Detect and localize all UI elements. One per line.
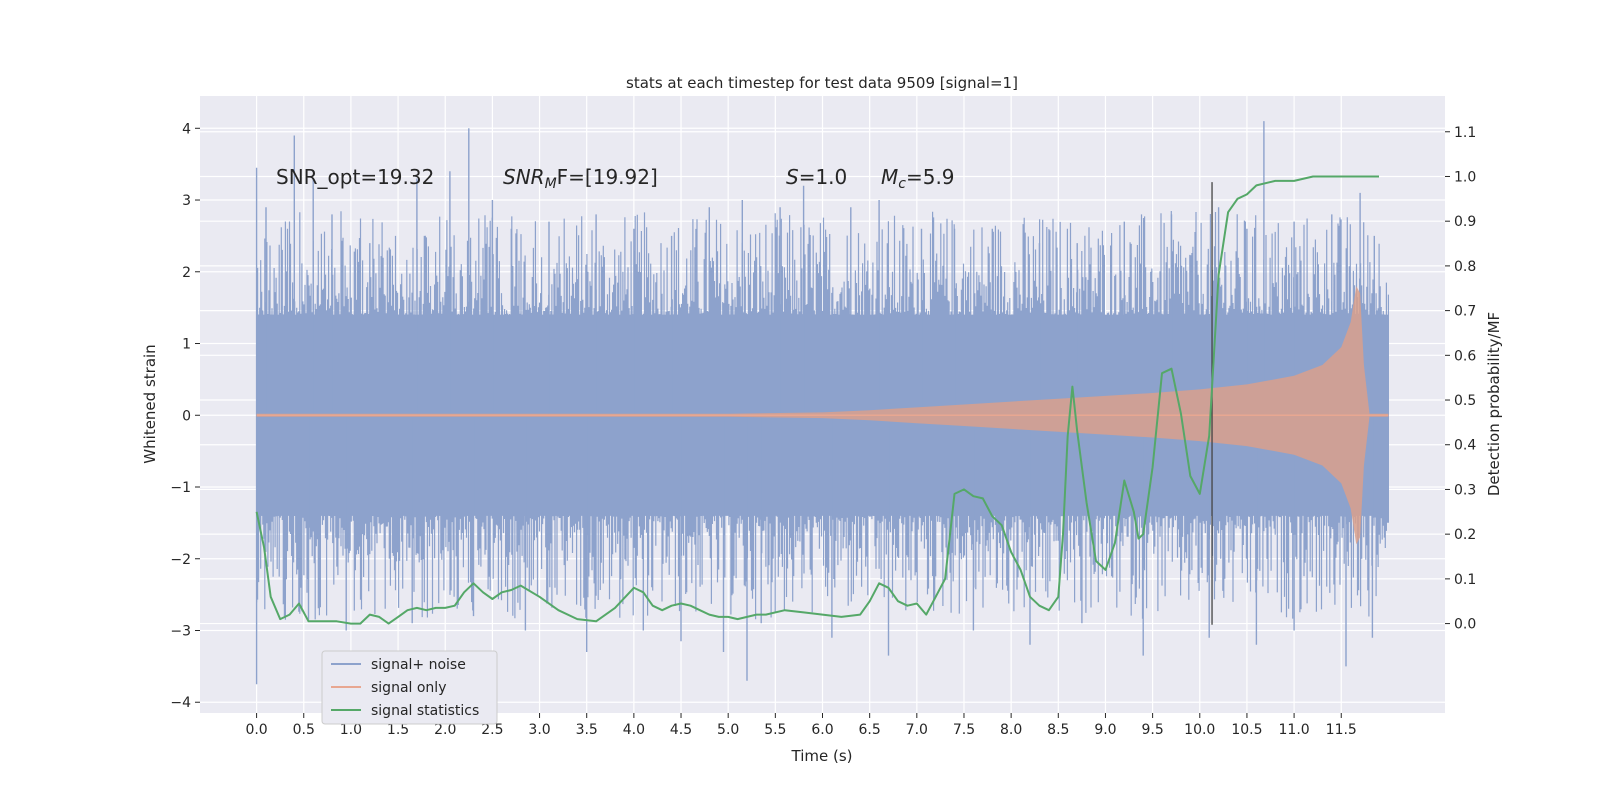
y-tick-label: 2 — [182, 265, 191, 281]
x-tick-label: 7.0 — [906, 722, 928, 738]
y-tick-label: 1 — [182, 337, 191, 353]
x-tick-label: 2.5 — [481, 722, 503, 738]
snr-mf-subscript: M — [545, 176, 557, 192]
x-tick-label: 8.5 — [1047, 722, 1069, 738]
legend-label-signal-noise: signal+ noise — [371, 657, 466, 673]
s-symbol: S — [786, 165, 799, 189]
y-right-tick-label: 0.4 — [1454, 438, 1476, 454]
x-tick-label: 4.0 — [623, 722, 645, 738]
x-tick-label: 6.0 — [811, 722, 833, 738]
x-tick-label: 0.0 — [245, 722, 267, 738]
y-right-axis-title: Detection probability/MF — [1485, 312, 1503, 496]
mc-subscript: c — [898, 176, 906, 192]
x-tick-label: 6.5 — [859, 722, 881, 738]
annotation-snr-mf: SNRMF=[19.92] — [503, 165, 658, 192]
y-right-tick-label: 1.1 — [1454, 125, 1476, 141]
annotation-s: S=1.0 — [786, 165, 847, 189]
y-right-tick-label: 1.0 — [1454, 169, 1476, 185]
x-tick-label: 2.0 — [434, 722, 456, 738]
x-tick-label: 3.0 — [528, 722, 550, 738]
y-tick-label: −2 — [170, 552, 191, 568]
y-tick-label: 3 — [182, 193, 191, 209]
snr-mf-value: F=[19.92] — [557, 165, 658, 189]
x-tick-label: 4.5 — [670, 722, 692, 738]
annotation-snr-opt: SNR_opt=19.32 — [276, 165, 434, 189]
y-right-tick-label: 0.0 — [1454, 617, 1476, 633]
x-tick-label: 10.5 — [1231, 722, 1262, 738]
x-tick-label: 8.0 — [1000, 722, 1022, 738]
snr-mf-symbol: SNR — [503, 165, 545, 189]
x-tick-label: 3.5 — [576, 722, 598, 738]
y-right-tick-label: 0.9 — [1454, 214, 1476, 230]
y-tick-label: −3 — [170, 623, 191, 639]
y-tick-label: 4 — [182, 121, 191, 137]
y-right-tick-label: 0.1 — [1454, 572, 1476, 588]
y-right-tick-label: 0.7 — [1454, 304, 1476, 320]
y-tick-label: −4 — [170, 695, 191, 711]
series-layer — [255, 121, 1389, 685]
y-tick-label: 0 — [182, 408, 191, 424]
x-tick-label: 11.5 — [1326, 722, 1357, 738]
x-tick-label: 11.0 — [1279, 722, 1310, 738]
y-right-tick-label: 0.8 — [1454, 259, 1476, 275]
mc-symbol: M — [881, 165, 898, 189]
signal-statistics-line — [255, 175, 1379, 625]
x-tick-label: 9.0 — [1094, 722, 1116, 738]
x-tick-label: 10.0 — [1184, 722, 1215, 738]
x-tick-label: 5.0 — [717, 722, 739, 738]
s-value: =1.0 — [799, 165, 848, 189]
legend-box — [321, 650, 498, 725]
x-axis-title: Time (s) — [791, 747, 853, 765]
y-right-tick-label: 0.2 — [1454, 527, 1476, 543]
y-axis-title: Whitened strain — [141, 344, 159, 463]
x-tick-label: 9.5 — [1141, 722, 1163, 738]
axes-layer: 0.0 0.5 1.0 1.5 2.0 2.5 3.0 3.5 4.0 4.5 5.0 5.5 6.0 6… — [170, 121, 1476, 738]
y-right-tick-label: 0.6 — [1454, 348, 1476, 364]
x-tick-label: 1.5 — [387, 722, 409, 738]
x-tick-label: 0.5 — [293, 722, 315, 738]
legend: signal+ noise signal only signal statist… — [321, 650, 498, 725]
annotation-mc: Mc=5.9 — [881, 165, 955, 192]
x-tick-label: 5.5 — [764, 722, 786, 738]
legend-label-signal-statistics: signal statistics — [371, 703, 479, 719]
x-tick-label: 1.0 — [340, 722, 362, 738]
mc-value: =5.9 — [906, 165, 955, 189]
y-tick-label: −1 — [170, 480, 191, 496]
y-right-tick-label: 0.3 — [1454, 482, 1476, 498]
chart-title: stats at each timestep for test data 950… — [626, 74, 1018, 92]
x-tick-label: 7.5 — [953, 722, 975, 738]
y-right-tick-label: 0.5 — [1454, 393, 1476, 409]
legend-label-signal-only: signal only — [371, 680, 446, 696]
